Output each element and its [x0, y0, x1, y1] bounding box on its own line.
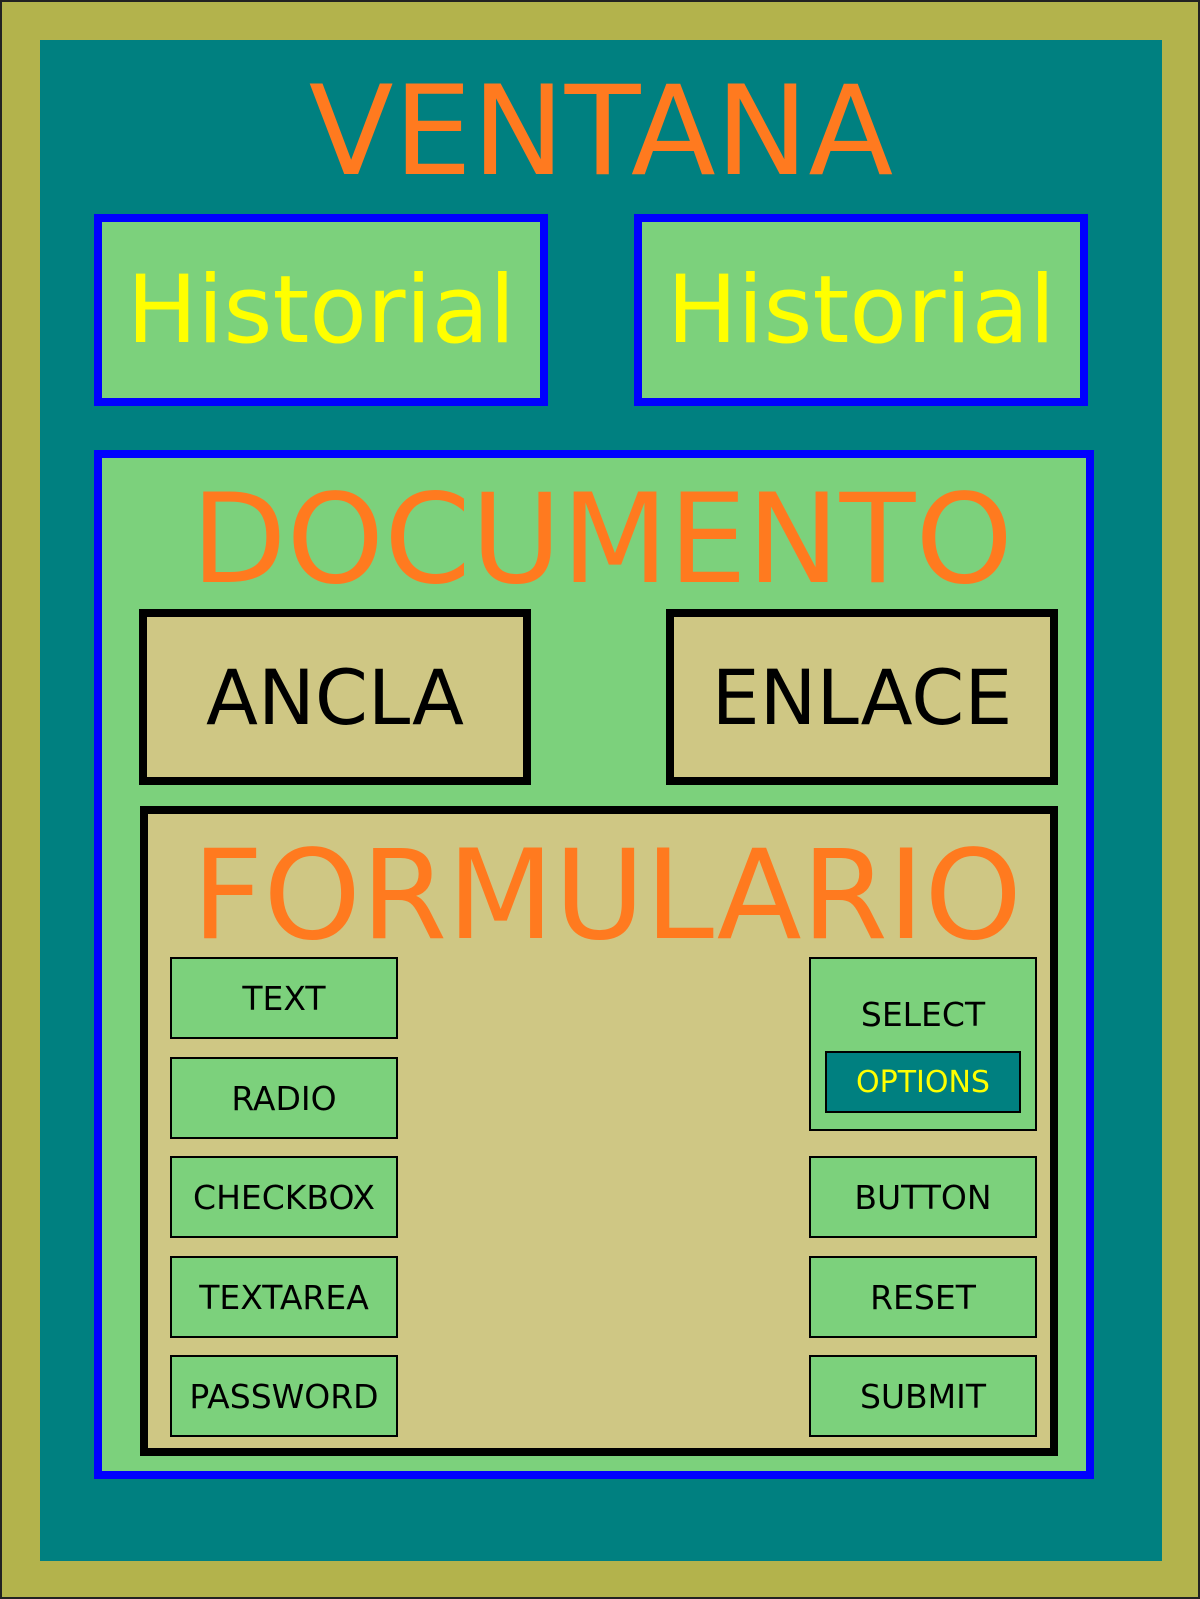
button-control: BUTTON	[809, 1156, 1037, 1238]
submit-control: SUBMIT	[809, 1355, 1037, 1437]
form-title: FORMULARIO	[192, 824, 1022, 968]
link-box: ENLACE	[666, 609, 1058, 785]
history-box-left: Historial	[94, 214, 548, 406]
radio-control: RADIO	[170, 1057, 398, 1139]
window-box: VENTANA Historial Historial DOCUMENTO AN…	[40, 40, 1162, 1561]
options-box: OPTIONS	[825, 1051, 1021, 1113]
password-control: PASSWORD	[170, 1355, 398, 1437]
text-control: TEXT	[170, 957, 398, 1039]
textarea-control: TEXTAREA	[170, 1256, 398, 1338]
select-control: SELECT OPTIONS	[809, 957, 1037, 1131]
form-box: FORMULARIO TEXT RADIO CHECKBOX TEXTAREA …	[140, 806, 1058, 1456]
window-title: VENTANA	[308, 60, 894, 204]
document-box: DOCUMENTO ANCLA ENLACE FORMULARIO TEXT R…	[94, 450, 1094, 1479]
anchor-box: ANCLA	[139, 609, 531, 785]
document-title: DOCUMENTO	[191, 468, 1013, 612]
reset-control: RESET	[809, 1256, 1037, 1338]
checkbox-control: CHECKBOX	[170, 1156, 398, 1238]
select-label: SELECT	[860, 995, 986, 1034]
history-box-right: Historial	[634, 214, 1088, 406]
